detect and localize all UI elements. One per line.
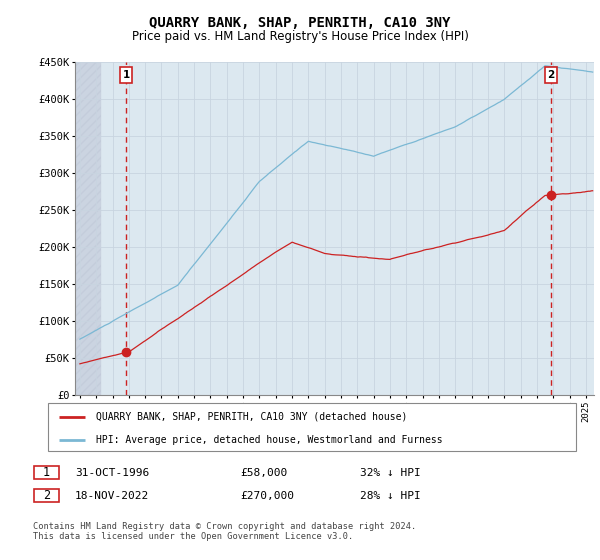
Bar <box>75 62 101 395</box>
Text: HPI: Average price, detached house, Westmorland and Furness: HPI: Average price, detached house, West… <box>95 435 442 445</box>
Text: 31-OCT-1996: 31-OCT-1996 <box>75 468 149 478</box>
Text: QUARRY BANK, SHAP, PENRITH, CA10 3NY: QUARRY BANK, SHAP, PENRITH, CA10 3NY <box>149 16 451 30</box>
Text: 2: 2 <box>548 70 555 80</box>
Text: 1: 1 <box>122 70 130 80</box>
Text: £58,000: £58,000 <box>240 468 287 478</box>
Text: Price paid vs. HM Land Registry's House Price Index (HPI): Price paid vs. HM Land Registry's House … <box>131 30 469 43</box>
Text: £270,000: £270,000 <box>240 491 294 501</box>
Text: 1: 1 <box>43 466 50 479</box>
Text: QUARRY BANK, SHAP, PENRITH, CA10 3NY (detached house): QUARRY BANK, SHAP, PENRITH, CA10 3NY (de… <box>95 412 407 422</box>
Text: Contains HM Land Registry data © Crown copyright and database right 2024.
This d: Contains HM Land Registry data © Crown c… <box>33 522 416 542</box>
Text: 18-NOV-2022: 18-NOV-2022 <box>75 491 149 501</box>
Text: 32% ↓ HPI: 32% ↓ HPI <box>360 468 421 478</box>
Text: 28% ↓ HPI: 28% ↓ HPI <box>360 491 421 501</box>
Text: 2: 2 <box>43 489 50 502</box>
